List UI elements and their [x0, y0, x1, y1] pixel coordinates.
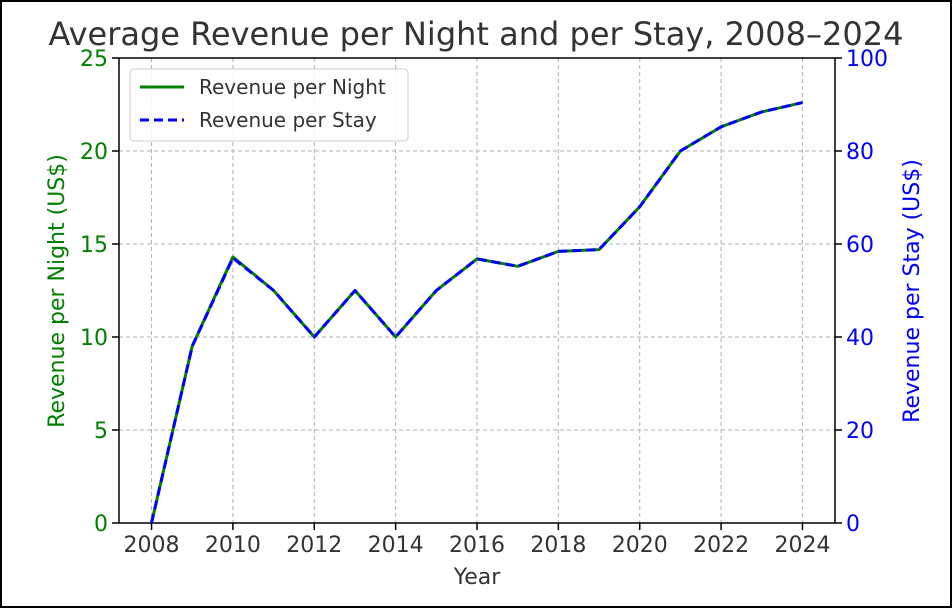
x-axis-ticks: 2008 2010 2012 2014 2016 2018 2020 2022 2024 [124, 523, 830, 558]
x-tick-label: 2020 [612, 533, 668, 558]
right-tick-label: 80 [846, 140, 874, 165]
right-axis-label: Revenue per Stay (US$) [900, 159, 925, 423]
legend: Revenue per Night Revenue per Stay [129, 68, 409, 142]
left-tick-label: 10 [80, 326, 108, 351]
x-tick-label: 2016 [449, 533, 505, 558]
right-tick-label: 20 [846, 419, 874, 444]
right-axis-ticks: 0 20 40 60 80 100 [835, 47, 888, 537]
left-tick-label: 25 [80, 47, 108, 72]
left-axis-ticks: 0 5 10 15 20 25 [80, 47, 119, 537]
x-tick-label: 2008 [124, 533, 180, 558]
x-tick-label: 2012 [286, 533, 342, 558]
left-tick-label: 5 [94, 419, 108, 444]
x-tick-label: 2018 [530, 533, 586, 558]
legend-label-night: Revenue per Night [199, 75, 386, 99]
legend-box [129, 68, 409, 142]
x-tick-label: 2014 [368, 533, 424, 558]
right-tick-label: 0 [846, 512, 860, 537]
series-line-revenue-per-stay [150, 101, 803, 524]
left-tick-label: 0 [94, 512, 108, 537]
right-tick-label: 100 [846, 47, 888, 72]
left-tick-label: 15 [80, 233, 108, 258]
left-axis-label: Revenue per Night (US$) [45, 154, 70, 428]
right-tick-label: 60 [846, 233, 874, 258]
series-lines [150, 101, 803, 524]
grid-lines [119, 57, 835, 524]
x-tick-label: 2022 [693, 533, 749, 558]
chart-title: Average Revenue per Night and per Stay, … [49, 15, 904, 53]
x-tick-label: 2024 [774, 533, 830, 558]
legend-label-stay: Revenue per Stay [199, 108, 377, 132]
left-tick-label: 20 [80, 140, 108, 165]
x-axis-label: Year [453, 565, 502, 590]
x-tick-label: 2010 [205, 533, 261, 558]
right-tick-label: 40 [846, 326, 874, 351]
